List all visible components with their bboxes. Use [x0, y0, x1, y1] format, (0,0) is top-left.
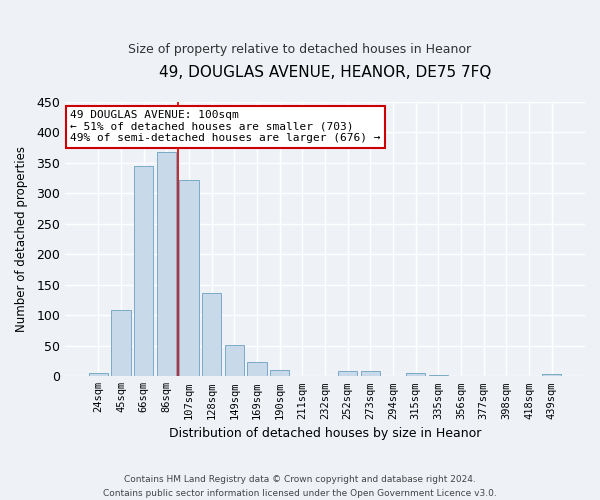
Title: 49, DOUGLAS AVENUE, HEANOR, DE75 7FQ: 49, DOUGLAS AVENUE, HEANOR, DE75 7FQ — [159, 65, 491, 80]
Bar — [134, 166, 154, 376]
X-axis label: Distribution of detached houses by size in Heanor: Distribution of detached houses by size … — [169, 427, 481, 440]
Bar — [542, 374, 562, 376]
Bar — [270, 370, 289, 376]
Bar — [112, 310, 131, 376]
Bar — [429, 375, 448, 376]
Text: Size of property relative to detached houses in Heanor: Size of property relative to detached ho… — [128, 42, 472, 56]
Bar — [406, 374, 425, 376]
Bar — [247, 362, 266, 376]
Bar — [202, 294, 221, 376]
Bar — [89, 374, 108, 376]
Bar — [361, 372, 380, 376]
Bar — [338, 372, 358, 376]
Text: Contains HM Land Registry data © Crown copyright and database right 2024.
Contai: Contains HM Land Registry data © Crown c… — [103, 476, 497, 498]
Bar — [157, 152, 176, 376]
Bar — [179, 180, 199, 376]
Text: 49 DOUGLAS AVENUE: 100sqm
← 51% of detached houses are smaller (703)
49% of semi: 49 DOUGLAS AVENUE: 100sqm ← 51% of detac… — [70, 110, 381, 144]
Bar — [225, 344, 244, 376]
Y-axis label: Number of detached properties: Number of detached properties — [15, 146, 28, 332]
